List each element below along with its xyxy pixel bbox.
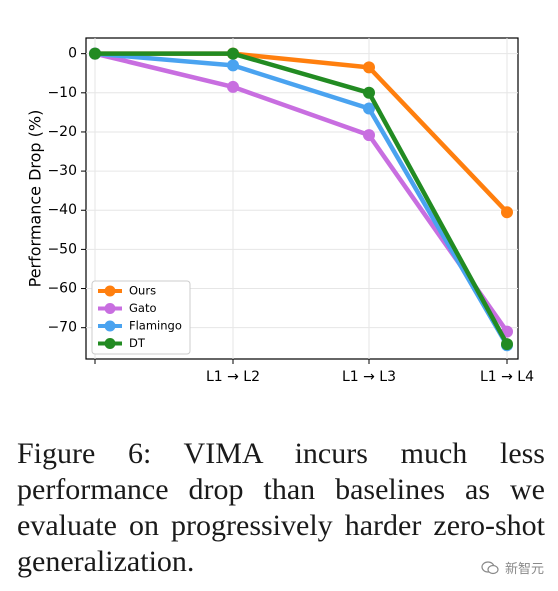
legend-item: Gato [98, 301, 157, 315]
data-point [227, 59, 239, 72]
series-line [92, 51, 510, 348]
legend-label: DT [129, 336, 146, 350]
series [89, 47, 513, 352]
data-point [363, 61, 375, 74]
legend-item: DT [98, 336, 146, 350]
data-point [227, 80, 239, 93]
line-chart: 0−10−20−30−40−50−60−70 L1 → L2 L1 → L3 L1 … [26, 37, 534, 385]
x-tick-label: L1 → L4 [480, 369, 534, 385]
data-point [501, 338, 513, 351]
legend-item: Ours [98, 284, 156, 298]
data-point [363, 129, 375, 142]
y-tick-label: −40 [47, 202, 77, 218]
legend-label: Gato [129, 301, 157, 315]
legend-marker [104, 338, 116, 349]
legend-item: Flamingo [98, 319, 182, 333]
y-tick-label: −10 [47, 85, 77, 101]
legend-marker [104, 303, 116, 314]
y-tick-label: −70 [47, 320, 77, 336]
series-dt [89, 47, 513, 351]
legend-marker [104, 320, 116, 332]
figure-caption: Figure 6: VIMA incurs much less performa… [17, 437, 545, 578]
y-tick-label: −20 [47, 124, 77, 140]
series-line [92, 51, 510, 347]
data-point [89, 47, 101, 60]
legend-label: Flamingo [129, 319, 182, 333]
legend-label: Ours [129, 284, 156, 298]
x-axis: L1 → L2 L1 → L3 L1 → L4 [94, 359, 534, 385]
legend-marker [104, 285, 116, 297]
watermark-text: 新智元 [504, 562, 544, 577]
legend: Ours Gato Flamingo DT [91, 280, 191, 355]
y-axis-label: Performance Drop (%) [26, 110, 45, 288]
x-tick-label: L1 → L3 [342, 369, 396, 385]
series-line [92, 51, 510, 334]
y-tick-label: −50 [47, 241, 77, 257]
data-point [227, 47, 239, 60]
y-tick-label: −60 [47, 281, 77, 297]
wechat-icon [481, 560, 499, 574]
data-point [363, 86, 375, 99]
legend-box [91, 280, 191, 355]
data-point [501, 206, 513, 219]
y-tick-label: −30 [47, 163, 77, 179]
data-point [363, 102, 375, 115]
watermark: 新智元 [481, 558, 544, 577]
y-tick-label: 0 [68, 46, 77, 62]
x-tick-label: L1 → L2 [206, 369, 260, 385]
y-axis: 0 −10 −20 −30 −40 −50 −60 −70 [47, 46, 86, 336]
